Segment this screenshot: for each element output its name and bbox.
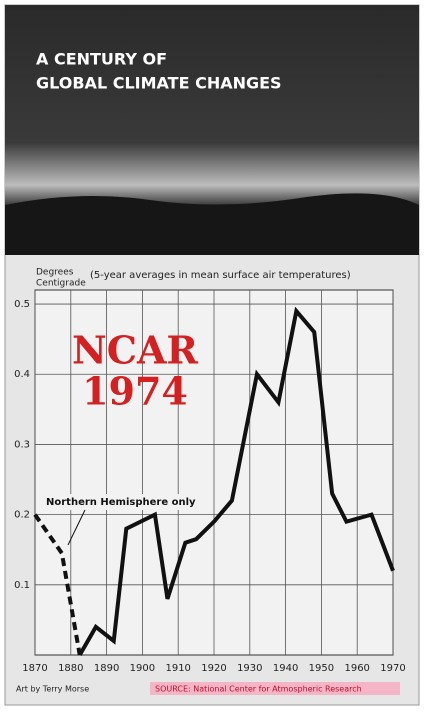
x-tick-label: 1910 xyxy=(165,663,190,674)
x-tick-label: 1950 xyxy=(309,663,334,674)
annotation-arrow xyxy=(67,509,86,546)
y-tick-label: 0.3 xyxy=(14,439,30,450)
y-axis-label: Centigrade xyxy=(36,279,86,289)
x-tick-label: 1880 xyxy=(58,663,83,674)
data-line xyxy=(78,306,395,656)
source: SOURCE: National Center for Atmospheric … xyxy=(155,685,362,694)
subtitle: (5-year averages in mean surface air tem… xyxy=(90,270,351,281)
x-tick-label: 1960 xyxy=(344,663,369,674)
source-box xyxy=(150,682,400,695)
data-line xyxy=(33,513,82,656)
title: A CENTURY OF xyxy=(36,50,167,69)
x-tick-label: 1940 xyxy=(273,663,298,674)
y-tick-label: 0.5 xyxy=(14,299,30,310)
horizon xyxy=(5,193,419,255)
x-tick-label: 1920 xyxy=(201,663,226,674)
y-axis-label: Degrees xyxy=(36,268,74,278)
x-tick-label: 1900 xyxy=(130,663,155,674)
x-tick-label: 1930 xyxy=(237,663,262,674)
y-tick-label: 0.4 xyxy=(14,369,30,380)
annotation-bg xyxy=(43,494,211,510)
stamp: NCAR xyxy=(72,328,198,373)
stamp: 1974 xyxy=(82,369,188,414)
y-tick-label: 0.1 xyxy=(14,580,30,591)
x-tick-label: 1970 xyxy=(380,663,405,674)
x-tick-label: 1890 xyxy=(94,663,119,674)
x-tick-label: 1870 xyxy=(22,663,47,674)
annotation: Northern Hemisphere only xyxy=(46,497,196,508)
title: GLOBAL CLIMATE CHANGES xyxy=(36,74,282,93)
y-tick-label: 0.2 xyxy=(14,510,30,521)
credit: Art by Terry Morse xyxy=(16,685,89,694)
